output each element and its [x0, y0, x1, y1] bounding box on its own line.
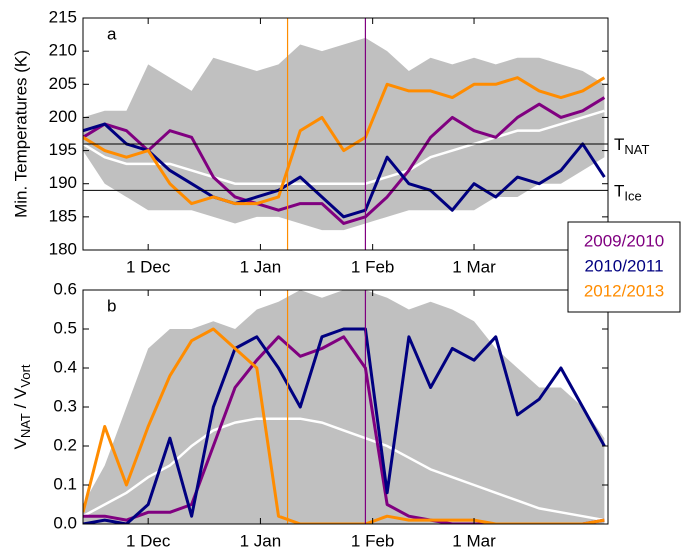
y-tick-label: 0.4	[53, 357, 77, 376]
y-tick-label: 210	[49, 41, 77, 60]
y-axis-label: VNAT / VVort	[11, 364, 33, 449]
y-tick-label: 190	[49, 173, 77, 192]
x-tick-label: 1 Dec	[126, 531, 171, 550]
envelope	[83, 290, 605, 524]
x-tick-label: 1 Dec	[126, 257, 171, 276]
y-tick-label: 0.0	[53, 513, 77, 532]
y-tick-label: 0.6	[53, 279, 77, 298]
legend-entry: 2010/2011	[584, 256, 663, 275]
panel-label: a	[107, 24, 117, 43]
y-axis-label: Min. Temperatures (K)	[11, 50, 30, 218]
y-axis-label-sub: NAT	[18, 413, 33, 438]
threshold-label-main: T	[614, 182, 624, 201]
y-tick-label: 185	[49, 206, 77, 225]
legend-entry: 2009/2010	[584, 231, 664, 250]
x-tick-label: 1 Jan	[240, 257, 282, 276]
y-tick-label: 0.3	[53, 396, 77, 415]
series-line	[83, 335, 605, 524]
series-line	[83, 76, 606, 206]
plot-frame	[82, 17, 609, 251]
y-axis-label-main: V	[11, 438, 30, 450]
y-axis-label-sub: Vort	[18, 364, 33, 388]
x-tick-label: 1 Mar	[452, 531, 496, 550]
panel-label: b	[107, 296, 116, 315]
y-tick-label: 200	[49, 107, 77, 126]
threshold-label-sub: NAT	[624, 142, 649, 157]
mean-line	[83, 417, 605, 522]
y-tick-label: 215	[49, 7, 77, 26]
y-axis-label-main: / V	[11, 387, 30, 413]
threshold-label: TNAT	[614, 135, 649, 157]
plot	[83, 290, 606, 524]
threshold-label-main: T	[614, 135, 624, 154]
plot	[83, 37, 606, 231]
series-line	[83, 122, 606, 219]
threshold-label-sub: Ice	[624, 189, 641, 204]
mean-line	[83, 109, 605, 185]
y-tick-label: 180	[49, 239, 77, 258]
y-tick-label: 0.5	[53, 318, 77, 337]
y-tick-label: 0.1	[53, 474, 77, 493]
x-tick-label: 1 Jan	[240, 531, 282, 550]
legend-box	[567, 221, 681, 313]
x-tick-label: 1 Feb	[351, 257, 394, 276]
x-tick-label: 1 Mar	[452, 257, 496, 276]
series-line	[83, 327, 605, 524]
series-line	[83, 327, 606, 524]
y-tick-label: 205	[49, 74, 77, 93]
y-tick-label: 0.2	[53, 435, 77, 454]
x-tick-label: 1 Feb	[351, 531, 394, 550]
envelope	[83, 37, 605, 231]
series-line	[83, 96, 606, 225]
legend-entry: 2012/2013	[584, 281, 664, 300]
threshold-label: TIce	[614, 182, 642, 204]
y-tick-label: 195	[49, 140, 77, 159]
